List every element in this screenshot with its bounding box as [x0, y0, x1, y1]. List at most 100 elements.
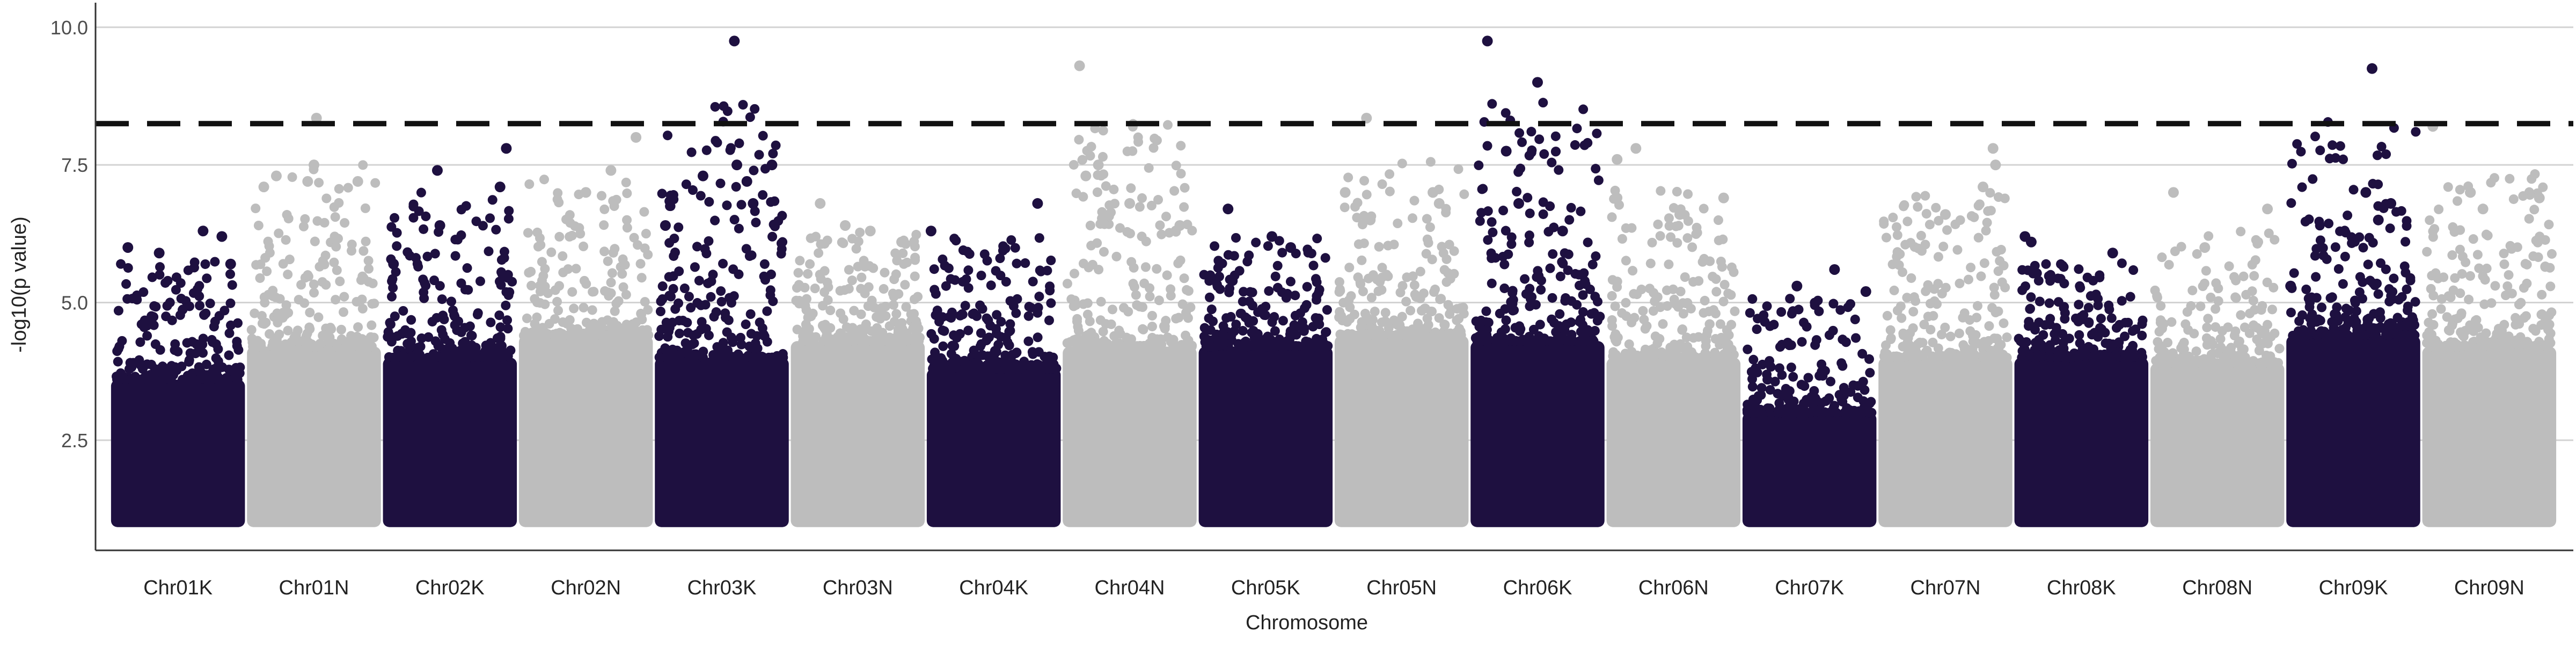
snp-point — [2544, 310, 2554, 321]
chromosome-group-chr06k — [1470, 35, 1605, 527]
snp-point — [1415, 266, 1425, 277]
chromosome-group-chr08n — [2150, 187, 2285, 527]
snp-point — [2461, 257, 2471, 267]
snp-point — [2197, 358, 2207, 368]
snp-point — [535, 298, 545, 308]
snp-point — [272, 308, 282, 318]
snp-point — [807, 336, 817, 346]
snp-point — [2422, 246, 2432, 257]
snp-point — [1966, 263, 1976, 273]
snp-point — [1368, 270, 1378, 280]
snp-point — [682, 317, 692, 328]
snp-point — [1726, 290, 1736, 300]
snp-point — [1012, 258, 1022, 268]
snp-point — [1886, 334, 1896, 344]
snp-point — [2111, 323, 2121, 333]
snp-point — [175, 310, 185, 320]
snp-point — [205, 299, 215, 309]
snp-point — [128, 358, 138, 368]
snp-point-outlier — [729, 35, 740, 47]
snp-point — [579, 275, 589, 286]
snp-point — [2426, 283, 2436, 294]
snp-point — [369, 332, 379, 343]
snp-point — [155, 345, 165, 355]
snp-point — [1183, 286, 1194, 296]
snp-point — [1374, 242, 1384, 252]
snp-point — [1410, 331, 1421, 341]
snp-point — [1525, 301, 1535, 311]
snp-point — [1700, 295, 1710, 306]
snp-point — [751, 217, 761, 228]
snp-point — [2030, 325, 2040, 335]
snp-point-outlier — [1267, 231, 1278, 242]
snp-point — [840, 332, 850, 342]
snp-point — [1898, 201, 1908, 212]
snp-point-outlier — [839, 220, 851, 231]
snp-point — [1147, 332, 1158, 343]
snp-point — [369, 299, 379, 309]
snp-point — [2502, 281, 2513, 291]
snp-point — [2479, 299, 2490, 309]
snp-point — [2104, 304, 2114, 315]
snp-point — [1079, 341, 1089, 352]
snp-point — [894, 289, 904, 299]
chromosome-group-chr07n — [1878, 143, 2012, 527]
snp-point — [1664, 213, 1674, 223]
snp-point — [1897, 313, 1907, 323]
snp-point-outlier — [741, 176, 752, 187]
snp-point — [402, 339, 413, 349]
snp-point — [1077, 155, 1087, 165]
snp-point — [1983, 206, 1993, 216]
snp-point — [1314, 287, 1324, 297]
snp-point — [889, 316, 899, 326]
snp-point — [148, 374, 158, 384]
snp-point — [2351, 306, 2361, 316]
snp-point — [698, 352, 708, 362]
snp-point — [2315, 221, 2325, 231]
snp-point-outlier — [494, 181, 506, 193]
snp-point — [1487, 217, 1497, 227]
snp-point — [584, 325, 595, 336]
snp-point — [908, 336, 918, 346]
snp-point — [1536, 275, 1547, 286]
snp-point — [1908, 323, 1918, 333]
snp-point — [430, 249, 440, 259]
snp-point — [408, 213, 419, 223]
snp-point — [1271, 341, 1281, 352]
dense-points-chr01n — [247, 346, 381, 527]
snp-point — [1579, 140, 1590, 150]
snp-point — [135, 337, 145, 347]
snp-point — [1551, 327, 1561, 337]
snp-point — [1799, 381, 1810, 391]
snp-point — [2403, 305, 2413, 315]
snp-point — [1578, 307, 1588, 317]
snp-point — [198, 348, 208, 358]
snp-point — [729, 291, 739, 301]
snp-point — [690, 262, 700, 272]
snp-point — [710, 101, 720, 112]
snp-point — [2545, 281, 2556, 292]
snp-point — [2014, 333, 2024, 344]
snp-point — [1115, 223, 1125, 233]
snp-point — [2176, 242, 2186, 252]
snp-point — [300, 214, 310, 224]
snp-point-outlier — [1513, 198, 1524, 209]
snp-point — [1713, 215, 1723, 226]
snp-point-outlier — [1285, 242, 1297, 253]
snp-point — [502, 315, 513, 325]
snp-point — [2330, 242, 2340, 252]
snp-point — [1802, 322, 1812, 332]
snp-point — [1106, 207, 1116, 217]
snp-point — [225, 298, 236, 308]
snp-point — [313, 312, 324, 322]
snp-point — [2403, 317, 2413, 328]
snp-point — [260, 253, 270, 263]
snp-point — [2117, 296, 2127, 306]
snp-point — [1018, 361, 1028, 372]
snp-point-outlier — [352, 176, 363, 187]
snp-point — [225, 269, 236, 279]
snp-point — [343, 183, 353, 193]
snp-point — [982, 256, 992, 266]
snp-point — [1086, 142, 1096, 152]
snp-point — [2427, 271, 2437, 281]
